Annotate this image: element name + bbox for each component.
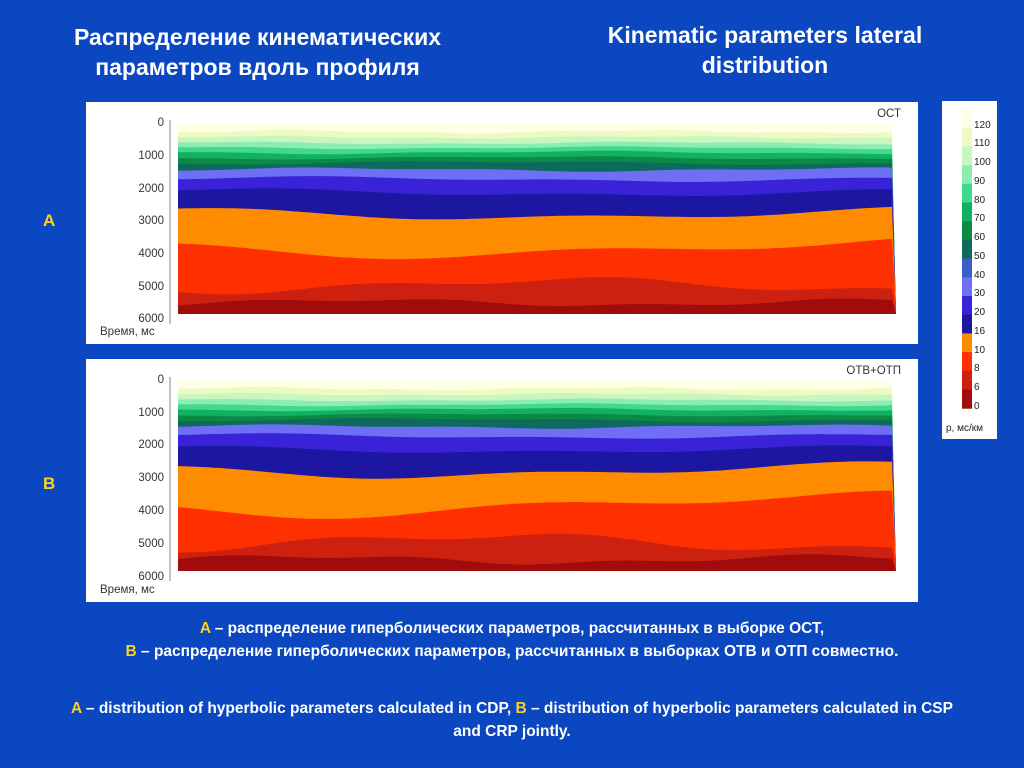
tick-label: 4000: [138, 505, 164, 517]
legend-labels: 120 110 100 90 80 70 60 50 40 30 20 16 1…: [946, 120, 991, 434]
legend-swatch: [962, 333, 972, 353]
caption-en-b-letter: B: [515, 700, 527, 717]
legend-label: 40: [974, 270, 986, 281]
legend-swatch: [962, 127, 972, 147]
legend-label: 60: [974, 232, 986, 243]
section-a-axis-title: Время, мс: [100, 326, 155, 338]
caption-ru-a-letter: A: [199, 620, 211, 637]
tick-label: 2000: [138, 439, 164, 451]
caption-ru-a-text: – распределение гиперболических параметр…: [210, 620, 825, 637]
legend-swatch: [962, 258, 972, 278]
legend-swatch: [962, 296, 972, 316]
section-b-svg: 0 1000 2000 3000 4000 5000 6000 Время, м…: [100, 365, 901, 596]
section-a-svg: 0 1000 2000 3000 4000 5000 6000 Время, м…: [100, 108, 901, 338]
caption-en-b-text: – distribution of hyperbolic parameters …: [453, 700, 953, 740]
caption-ru-b-text: – распределение гиперболических параметр…: [136, 643, 899, 660]
section-b-axis-title: Время, мс: [100, 584, 155, 596]
legend-label: 8: [974, 363, 980, 374]
legend-swatch: [962, 314, 972, 334]
legend-swatch: [962, 202, 972, 222]
section-a-tag: ОСТ: [877, 108, 901, 120]
tick-label: 6000: [138, 313, 164, 325]
legend-unit: p, мс/км: [946, 423, 983, 434]
legend-swatch: [962, 221, 972, 241]
legend-swatches: [962, 109, 972, 409]
caption-english: A – distribution of hyperbolic parameter…: [60, 697, 964, 743]
legend-swatch: [962, 165, 972, 185]
caption-en-a-text: – distribution of hyperbolic parameters …: [81, 700, 516, 717]
caption-en-a-letter: A: [70, 700, 82, 717]
legend-svg: 120 110 100 90 80 70 60 50 40 30 20 16 1…: [946, 109, 991, 434]
tick-label: 5000: [138, 538, 164, 550]
legend-label: 30: [974, 288, 986, 299]
legend-swatch: [962, 183, 972, 203]
panel-a-label: A: [43, 211, 56, 230]
legend-swatch: [962, 239, 972, 260]
section-panel-a: 0 1000 2000 3000 4000 5000 6000 Время, м…: [86, 102, 918, 344]
legend-label: 0: [974, 401, 980, 412]
panel-b-label: B: [43, 474, 56, 493]
tick-label: 0: [158, 117, 164, 129]
legend-label: 110: [974, 138, 990, 149]
legend-swatch: [962, 277, 972, 297]
legend-swatch: [962, 146, 972, 166]
legend-label: 100: [974, 157, 991, 168]
legend-label: 10: [974, 345, 986, 356]
tick-label: 0: [158, 374, 164, 386]
color-scale-legend: 120 110 100 90 80 70 60 50 40 30 20 16 1…: [942, 101, 997, 439]
legend-label: 90: [974, 176, 986, 187]
legend-label: 120: [974, 120, 991, 131]
tick-label: 2000: [138, 183, 164, 195]
title-ru-line-2: параметров вдоль профиля: [95, 54, 420, 80]
legend-swatch: [962, 352, 972, 372]
caption-ru-b-letter: B: [125, 643, 137, 660]
legend-swatch: [962, 389, 972, 409]
legend-label: 80: [974, 195, 986, 206]
tick-label: 4000: [138, 248, 164, 260]
legend-label: 70: [974, 213, 986, 224]
legend-label: 50: [974, 251, 986, 262]
section-a-axis: 0 1000 2000 3000 4000 5000 6000 Время, м…: [100, 108, 901, 338]
legend-label: 6: [974, 382, 980, 393]
legend-label: 20: [974, 307, 986, 318]
legend-swatch: [962, 370, 972, 390]
velocity-layer: [178, 554, 896, 571]
tick-label: 1000: [138, 150, 164, 162]
title-ru-line-1: Распределение кинематических: [73, 24, 442, 50]
section-panel-b: 0 1000 2000 3000 4000 5000 6000 Время, м…: [86, 359, 918, 602]
section-b-axis: 0 1000 2000 3000 4000 5000 6000 Время, м…: [100, 365, 901, 596]
section-b-tag: ОТВ+ОТП: [846, 365, 901, 377]
section-b-layers: [178, 381, 896, 571]
title-russian: Распределение кинематических параметров …: [20, 22, 495, 82]
title-en-line-1: Kinematic parameters lateral: [607, 22, 923, 48]
velocity-layer: [178, 298, 896, 314]
section-a-layers: [178, 124, 896, 314]
title-en-line-2: distribution: [701, 52, 829, 78]
tick-label: 6000: [138, 571, 164, 583]
legend-label: 16: [974, 326, 986, 337]
caption-russian: A – распределение гиперболических параме…: [60, 617, 964, 663]
tick-label: 3000: [138, 472, 164, 484]
legend-swatch: [962, 109, 972, 129]
tick-label: 3000: [138, 215, 164, 227]
title-english: Kinematic parameters lateral distributio…: [545, 20, 985, 80]
tick-label: 5000: [138, 281, 164, 293]
tick-label: 1000: [138, 407, 164, 419]
